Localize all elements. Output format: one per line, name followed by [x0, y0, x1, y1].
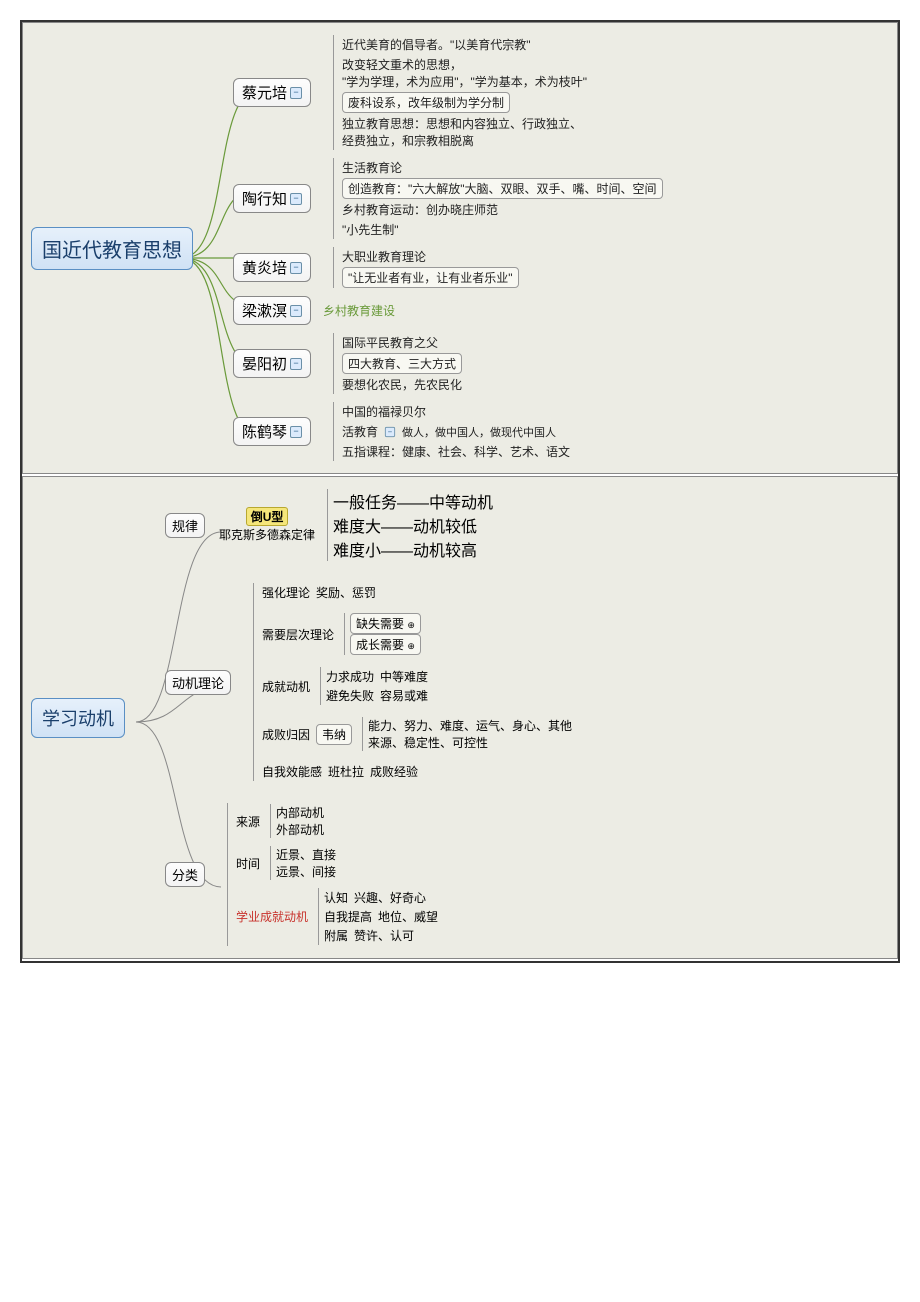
leaf: 附属	[324, 927, 348, 944]
branch-liangshuming: 梁漱溟 − 乡村教育建设	[233, 296, 663, 325]
node-guilv[interactable]: 规律	[165, 513, 205, 538]
leaf: 乡村教育运动：创办晓庄师范	[342, 200, 663, 219]
map2-root[interactable]: 学习动机	[31, 698, 125, 738]
branch-chenheqin: 陈鹤琴 − 中国的福禄贝尔 活教育 − 做人，做中国人，做现代中国人 五指课程：…	[233, 402, 663, 461]
leaf: 自我提高	[324, 908, 372, 925]
node-chenheqin[interactable]: 陈鹤琴 −	[233, 417, 311, 446]
collapse-icon[interactable]: −	[385, 426, 395, 436]
leaf: 五指课程：健康、社会、科学、艺术、语文	[342, 442, 570, 461]
collapse-icon[interactable]: −	[290, 358, 302, 370]
leaf: 赞许、认可	[354, 927, 414, 944]
academic-achievement-label: 学业成就动机	[236, 908, 308, 925]
weiner-box: 韦纳	[316, 724, 352, 745]
leaf: 近代美育的倡导者。"以美育代宗教"	[342, 35, 587, 54]
leaf: 活教育 − 做人，做中国人，做现代中国人	[342, 422, 570, 441]
row-achievement: 成就动机 力求成功中等难度 避免失败容易或难	[262, 667, 572, 705]
branch-huangyanpei: 黄炎培 − 大职业教育理论 "让无业者有业，让有业者乐业"	[233, 247, 663, 288]
leaf: 外部动机	[276, 821, 324, 838]
row-academic-achievement: 学业成就动机 认知兴趣、好奇心 自我提高地位、威望 附属赞许、认可	[236, 888, 438, 945]
branch-caiyuanpei: 蔡元培 − 近代美育的倡导者。"以美育代宗教" 改变轻文重术的思想， "学为学理…	[233, 35, 663, 150]
branch-dongjililun: 动机理论 强化理论 奖励、惩罚 需要层次理论 缺失需要 ⊕ 成长需要 ⊕	[165, 583, 572, 781]
self-efficacy-tail: 成败经验	[370, 763, 418, 780]
leaf: 大职业教育理论	[342, 247, 519, 266]
branch-guilv: 规律 倒U型 耶克斯多德森定律 一般任务——中等动机 难度大——动机较低 难度小…	[165, 489, 572, 561]
page-container: 国近代教育思想 蔡元培 −	[20, 20, 900, 963]
collapse-icon[interactable]: −	[290, 426, 302, 438]
row-attribution: 成败归因 韦纳 能力、努力、难度、运气、身心、其他 来源、稳定性、可控性	[262, 717, 572, 751]
node-liangshuming[interactable]: 梁漱溟 −	[233, 296, 311, 325]
node-huangyanpei[interactable]: 黄炎培 −	[233, 253, 311, 282]
leaf: 容易或难	[380, 687, 428, 704]
needs-label: 需要层次理论	[262, 626, 334, 643]
leaf: 能力、努力、难度、运气、身心、其他	[368, 717, 572, 734]
mindmap-2: 学习动机 规律 倒U型 耶克斯多德森定	[22, 476, 898, 959]
leaf: 力求成功	[326, 668, 374, 685]
collapse-icon[interactable]: −	[290, 305, 302, 317]
collapse-icon[interactable]: −	[290, 193, 302, 205]
bandura-label: 班杜拉	[328, 763, 364, 780]
leaf: 国际平民教育之父	[342, 333, 462, 352]
yerkes-dodson-label: 耶克斯多德森定律	[219, 526, 315, 543]
leaf: 难度小——动机较高	[333, 537, 493, 561]
need-growth: 成长需要 ⊕	[350, 634, 421, 655]
reinforcement-tail: 奖励、惩罚	[316, 584, 376, 601]
leaf: 要想化农民，先农民化	[342, 375, 462, 394]
node-label: 黄炎培	[242, 257, 287, 278]
node-label: 陶行知	[242, 188, 287, 209]
collapse-icon[interactable]: −	[290, 262, 302, 274]
self-efficacy-label: 自我效能感	[262, 763, 322, 780]
branch-yanyangchu: 晏阳初 − 国际平民教育之父 四大教育、三大方式 要想化农民，先农民化	[233, 333, 663, 394]
leaf: 中国的福禄贝尔	[342, 402, 570, 421]
leaf: 难度大——动机较低	[333, 513, 493, 537]
node-dongjililun[interactable]: 动机理论	[165, 670, 231, 695]
row-time: 时间 近景、直接 远景、间接	[236, 846, 438, 880]
leaf-boxed: "让无业者有业，让有业者乐业"	[342, 267, 519, 288]
leaf: 独立教育思想：思想和内容独立、行政独立、 经费独立，和宗教相脱离	[342, 114, 587, 150]
need-deficit: 缺失需要 ⊕	[350, 613, 421, 634]
mindmap-1: 国近代教育思想 蔡元培 −	[22, 22, 898, 474]
leaf: 生活教育论	[342, 158, 663, 177]
leaf: 改变轻文重术的思想， "学为学理，术为应用"，"学为基本，术为枝叶"	[342, 55, 587, 91]
attribution-label: 成败归因	[262, 726, 310, 743]
node-label: 梁漱溟	[242, 300, 287, 321]
leaf: 地位、威望	[378, 908, 438, 925]
row-self-efficacy: 自我效能感 班杜拉 成败经验	[262, 763, 572, 780]
time-label: 时间	[236, 855, 260, 872]
leaf: 一般任务——中等动机	[333, 489, 493, 513]
leaf-boxed: 四大教育、三大方式	[342, 353, 462, 374]
row-reinforcement: 强化理论 奖励、惩罚	[262, 584, 572, 601]
node-yanyangchu[interactable]: 晏阳初 −	[233, 349, 311, 378]
node-caiyuanpei-label: 蔡元培	[242, 82, 287, 103]
leaf: "小先生制"	[342, 220, 663, 239]
leaf: 认知	[324, 889, 348, 906]
branch-fenlei: 分类 来源 内部动机 外部动机 时间 近景、直接	[165, 803, 572, 946]
row-source: 来源 内部动机 外部动机	[236, 804, 438, 838]
leaf-boxed: 创造教育："六大解放"大脑、双眼、双手、嘴、时间、空间	[342, 178, 663, 199]
source-label: 来源	[236, 813, 260, 830]
reinforcement-label: 强化理论	[262, 584, 310, 601]
leaf: 内部动机	[276, 804, 324, 821]
leaf: 近景、直接	[276, 846, 336, 863]
leaf: 兴趣、好奇心	[354, 889, 426, 906]
leaf: 避免失败	[326, 687, 374, 704]
leaf: 来源、稳定性、可控性	[368, 734, 572, 751]
leaf-sub: 做人，做中国人，做现代中国人	[402, 424, 556, 440]
node-label: 陈鹤琴	[242, 421, 287, 442]
node-taoxingzhi[interactable]: 陶行知 −	[233, 184, 311, 213]
map1-root[interactable]: 国近代教育思想	[31, 227, 193, 270]
leaf: 中等难度	[380, 668, 428, 685]
row-needs: 需要层次理论 缺失需要 ⊕ 成长需要 ⊕	[262, 613, 572, 655]
leaf: 乡村教育建设	[323, 301, 395, 320]
collapse-icon[interactable]: −	[290, 87, 302, 99]
achievement-label: 成就动机	[262, 678, 310, 695]
node-caiyuanpei[interactable]: 蔡元培 −	[233, 78, 311, 107]
leaf: 远景、间接	[276, 863, 336, 880]
branch-taoxingzhi: 陶行知 − 生活教育论 创造教育："六大解放"大脑、双眼、双手、嘴、时间、空间 …	[233, 158, 663, 239]
highlight-inverted-u: 倒U型	[246, 507, 289, 526]
node-fenlei[interactable]: 分类	[165, 862, 205, 887]
leaf-boxed: 废科设系，改年级制为学分制	[342, 92, 510, 113]
node-label: 晏阳初	[242, 353, 287, 374]
leaf-prefix: 活教育	[342, 423, 378, 440]
